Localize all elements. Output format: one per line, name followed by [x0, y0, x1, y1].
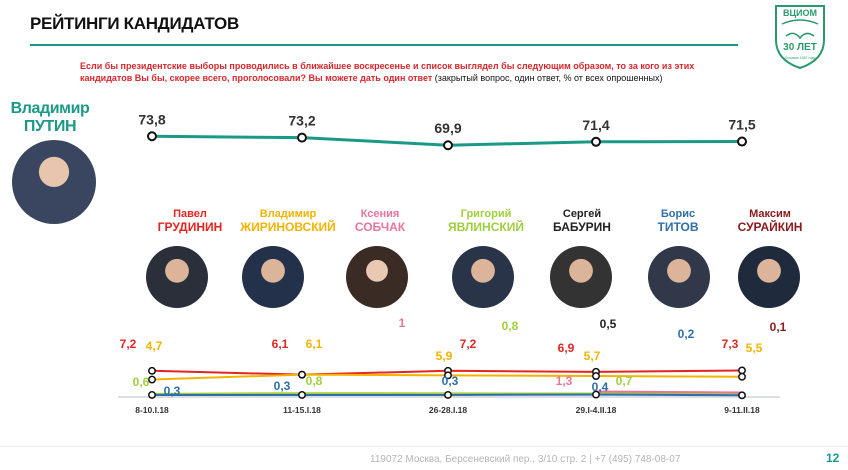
series-data-label: 5,5 — [746, 341, 763, 355]
series-point — [148, 366, 156, 375]
series-data-label: 0,3 — [274, 379, 291, 393]
candidate-photo-sobchak — [346, 246, 408, 308]
putin-data-label: 73,8 — [138, 111, 165, 127]
series-data-label: 0,6 — [133, 375, 150, 389]
candidate-first-name: Павел — [173, 208, 207, 220]
series-line — [595, 390, 743, 394]
series-point — [738, 372, 746, 381]
series-data-label: 0,2 — [678, 327, 695, 341]
page-number: 12 — [826, 451, 840, 465]
candidate-photo-yavlinsky — [452, 246, 514, 308]
series-data-label: 4,7 — [146, 339, 163, 353]
candidate-last-name: СОБЧАК — [354, 220, 406, 234]
series-data-label: 0,1 — [770, 320, 787, 334]
series-data-label: 5,7 — [584, 349, 601, 363]
series-point — [738, 391, 746, 400]
candidate-last-name: СУРАЙКИН — [737, 220, 803, 234]
x-tick-label: 26-28.I.18 — [429, 405, 468, 415]
candidate-first-name: Григорий — [460, 208, 512, 220]
series-point — [444, 391, 452, 399]
putin-point — [297, 132, 307, 143]
candidate-photo-suraykin — [738, 246, 800, 308]
series-data-label: 6,1 — [306, 337, 323, 351]
candidate-last-name: ЖИРИНОВСКИЙ — [240, 220, 336, 234]
series-data-label: 7,3 — [722, 337, 739, 351]
putin-point — [591, 136, 601, 147]
series-data-label: 0,8 — [502, 319, 519, 333]
putin-data-label: 69,9 — [434, 120, 461, 136]
ratings-chart: 73,8 73,2 69,9 71,4 71,5 7,2 6,1 7,2 6,9 7,3 4,7 6,… — [118, 111, 787, 415]
footer-address: 119072 Москва, Берсеневский пер., 3/10 с… — [370, 454, 681, 465]
series-data-label: 1,3 — [556, 374, 573, 388]
candidate-last-name: ГРУДИНИН — [157, 220, 223, 234]
candidate-name-titov: Борис ТИТОВ — [630, 208, 726, 234]
candidate-last-name: БАБУРИН — [553, 220, 611, 234]
series-data-label: 0,5 — [600, 317, 617, 331]
vciom-logo: ВЦИОМ 30 ЛЕТ Основан 1987 году — [775, 5, 825, 70]
series-data-label: 0,3 — [442, 374, 459, 388]
candidate-name-grudinin: Павел ГРУДИНИН — [142, 208, 238, 234]
candidate-last-name: ЯВЛИНСКИЙ — [448, 220, 524, 234]
candidate-first-name: Сергей — [562, 208, 602, 220]
candidate-first-name: Владимир — [259, 208, 317, 220]
series-point — [148, 375, 156, 384]
series-data-label: 5,9 — [436, 349, 453, 363]
candidate-first-name: Максим — [749, 208, 791, 220]
candidate-first-name: Ксения — [360, 208, 400, 220]
footer-rule — [0, 446, 848, 447]
candidate-first-name: Борис — [660, 208, 696, 220]
question-text: Если бы президентские выборы проводились… — [80, 61, 695, 83]
series-data-label: 1 — [399, 316, 406, 330]
series-point — [298, 391, 306, 399]
series-data-label: 0,7 — [616, 374, 633, 388]
putin-photo — [12, 140, 96, 224]
series-data-label: 6,9 — [558, 341, 575, 355]
title-rule — [30, 44, 738, 46]
putin-data-label: 71,5 — [728, 117, 755, 133]
candidate-last-name: ТИТОВ — [657, 220, 699, 234]
putin-data-label: 73,2 — [288, 113, 315, 129]
putin-point — [443, 140, 453, 151]
series-point — [444, 371, 452, 380]
series-data-label: 7,2 — [460, 337, 477, 351]
putin-point — [737, 136, 747, 147]
x-tick-label: 9-11.II.18 — [724, 405, 760, 415]
x-tick-label: 8-10.I.18 — [135, 405, 169, 415]
series-data-label: 0,3 — [164, 384, 181, 398]
candidate-name-sobchak: Ксения СОБЧАК — [332, 208, 428, 234]
series-data-label: 0,8 — [306, 374, 323, 388]
x-tick-label: 29.I-4.II.18 — [576, 405, 617, 415]
series-point — [592, 372, 600, 380]
candidate-name-yavlinsky: Григорий ЯВЛИНСКИЙ — [438, 208, 534, 234]
series-data-label: 7,2 — [120, 337, 137, 351]
series-point — [148, 391, 156, 399]
putin-point — [147, 131, 157, 142]
series-point — [592, 390, 600, 399]
series-point — [298, 370, 306, 379]
x-tick-label: 11-15.I.18 — [283, 405, 321, 415]
logo-mid-text: 30 ЛЕТ — [783, 42, 817, 53]
candidate-name-suraykin: Максим СУРАЙКИН — [722, 208, 818, 234]
candidate-name-zhirinovsky: Владимир ЖИРИНОВСКИЙ — [240, 208, 336, 234]
page-title: РЕЙТИНГИ КАНДИДАТОВ — [30, 14, 239, 33]
putin-first-name: Владимир — [10, 100, 90, 117]
candidate-photo-zhirinovsky — [242, 246, 304, 308]
series-data-label: 0,4 — [592, 380, 609, 394]
logo-top-text: ВЦИОМ — [783, 8, 817, 18]
putin-last-name: ПУТИН — [23, 118, 77, 135]
series-data-label: 6,1 — [272, 337, 289, 351]
series-point — [738, 366, 746, 375]
candidate-photo-baburin — [550, 246, 612, 308]
survey-question: Если бы президентские выборы проводились… — [80, 60, 720, 84]
putin-data-label: 71,4 — [582, 117, 609, 133]
candidate-photo-titov — [648, 246, 710, 308]
logo-bottom-text: Основан 1987 году — [785, 56, 816, 60]
question-note: (закрытый вопрос, один ответ, % от всех … — [432, 73, 663, 83]
candidate-name-baburin: Сергей БАБУРИН — [534, 208, 630, 234]
candidate-photo-grudinin — [146, 246, 208, 308]
putin-label: Владимир ПУТИН — [4, 100, 96, 136]
